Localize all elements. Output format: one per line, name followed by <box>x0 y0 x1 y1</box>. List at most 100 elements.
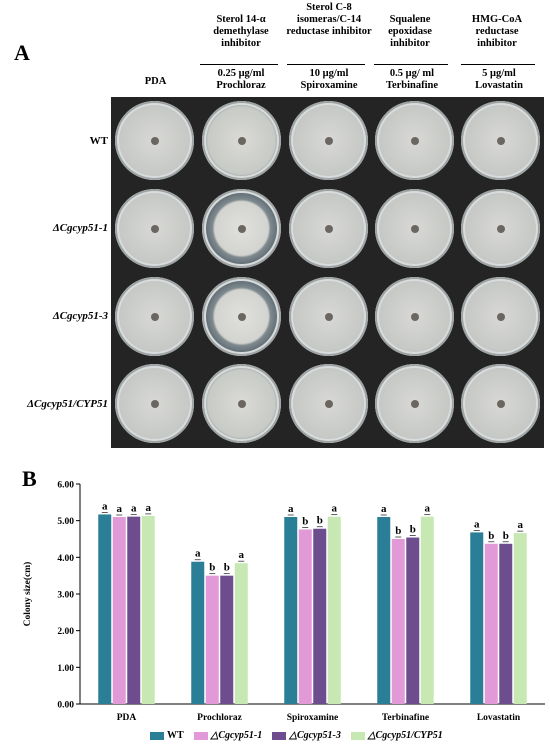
colony-center <box>324 399 333 408</box>
colony-center <box>496 399 505 408</box>
plate-cell <box>285 185 372 273</box>
colony-center <box>150 399 159 408</box>
plate-cell <box>198 273 285 361</box>
colony-center <box>237 399 246 408</box>
y-tick-label: 5.00 <box>57 517 74 527</box>
plate-cell <box>457 273 544 361</box>
plate-cell <box>111 360 198 448</box>
header-rule-spiroxamine <box>287 64 365 65</box>
header-prochloraz-inhibitor: Sterol 14-α demethylase inhibitor <box>213 14 269 49</box>
colony-center <box>410 399 419 408</box>
culture-plate <box>115 277 194 356</box>
legend-swatch <box>193 731 208 740</box>
x-tick-label: Terbinafine <box>382 713 429 723</box>
x-tick-label: Lovastatin <box>477 713 521 723</box>
significance-letter: a <box>102 500 108 512</box>
chart-legend: WT △Cgcyp51-1 △Cgcyp51-3 △Cgcyp51/CYP51 <box>150 730 443 741</box>
drug-spiroxamine: Spiroxamine <box>300 80 358 91</box>
plate-cell <box>111 185 198 273</box>
row-label-cgcyp51-1: ΔCgcyp51-1 <box>52 222 108 234</box>
panel-a-label: A <box>14 40 30 65</box>
colony-center <box>324 224 333 233</box>
bar <box>513 533 527 704</box>
colony-center <box>410 224 419 233</box>
legend-swatch <box>150 731 164 740</box>
conc-terbinafine: 0.5 μg/ ml <box>389 68 435 79</box>
x-tick-label: Prochloraz <box>197 713 242 723</box>
colony-center <box>496 224 505 233</box>
x-tick-label: Spiroxamine <box>287 713 339 723</box>
culture-plate <box>375 277 454 356</box>
header-terbinafine-inhibitor: Squalene epoxidase inhibitor <box>388 14 432 49</box>
legend-label: △Cgcyp51/CYP51 <box>367 730 443 741</box>
culture-plate <box>202 277 281 356</box>
pda-header: PDA <box>144 76 167 87</box>
x-tick-label: PDA <box>117 713 137 723</box>
bar <box>141 515 155 704</box>
significance-letter: b <box>395 525 401 537</box>
row-label-complemented: ΔCgcyp51/CYP51 <box>27 398 108 410</box>
significance-letter: a <box>518 519 524 531</box>
drug-prochloraz: Prochloraz <box>216 80 266 91</box>
bar <box>484 543 498 704</box>
significance-letter: a <box>332 503 338 515</box>
culture-plate <box>202 189 281 268</box>
culture-plate <box>115 364 194 443</box>
header-lovastatin-inhibitor: HMG-CoA reductase inhibitor <box>471 14 523 49</box>
y-tick-label: 6.00 <box>57 481 74 491</box>
colony-center <box>324 312 333 321</box>
colony-center <box>237 136 246 145</box>
legend-label: △Cgcyp51-3 <box>289 730 341 741</box>
y-tick-label: 4.00 <box>57 554 74 564</box>
bar <box>191 561 205 704</box>
significance-letter: a <box>146 502 152 514</box>
drug-terbinafine: Terbinafine <box>385 80 439 91</box>
y-tick-label: 1.00 <box>57 664 74 674</box>
legend-label: WT <box>167 730 184 741</box>
plate-cell <box>198 97 285 185</box>
plate-cell <box>371 185 458 273</box>
bar <box>313 528 327 704</box>
culture-plate <box>375 364 454 443</box>
plate-cell <box>198 360 285 448</box>
culture-plate <box>461 101 540 180</box>
colony-center <box>150 136 159 145</box>
colony-center <box>237 224 246 233</box>
legend-label: △Cgcyp51-1 <box>210 730 263 741</box>
colony-center <box>496 312 505 321</box>
significance-letter: a <box>117 503 123 515</box>
culture-plate <box>289 189 368 268</box>
plate-cell <box>457 185 544 273</box>
bar <box>327 516 341 704</box>
significance-letter: a <box>239 549 245 561</box>
legend-swatch <box>350 731 365 740</box>
plate-photo-grid <box>111 97 544 448</box>
significance-letter: b <box>224 562 230 574</box>
culture-plate <box>202 101 281 180</box>
colony-center <box>150 312 159 321</box>
row-label-cgcyp51-3: ΔCgcyp51-3 <box>52 310 108 322</box>
colony-center <box>237 312 246 321</box>
y-axis-label: Colony size(cm) <box>22 562 33 627</box>
plate-cell <box>111 273 198 361</box>
bar <box>420 516 434 704</box>
y-tick-label: 2.00 <box>57 627 74 637</box>
drug-lovastatin: Lovastatin <box>475 80 523 91</box>
header-spiroxamine-inhibitor: Sterol C-8 isomeras/C-14 reductase inhib… <box>286 2 372 37</box>
significance-letter: a <box>195 548 201 560</box>
bar <box>377 517 391 704</box>
bar <box>391 539 405 704</box>
legend-item-cgcyp51-3: △Cgcyp51-3 <box>272 730 341 741</box>
culture-plate <box>461 189 540 268</box>
culture-plate <box>461 364 540 443</box>
culture-plate <box>115 101 194 180</box>
plate-cell <box>371 273 458 361</box>
culture-plate <box>289 101 368 180</box>
legend-item-wt: WT <box>150 730 184 741</box>
significance-letter: b <box>503 530 509 542</box>
significance-letter: a <box>288 503 294 515</box>
colony-center <box>496 136 505 145</box>
legend-item-cgcyp51-1: △Cgcyp51-1 <box>193 730 263 741</box>
plate-cell <box>198 185 285 273</box>
row-label-wt: WT <box>89 135 108 147</box>
